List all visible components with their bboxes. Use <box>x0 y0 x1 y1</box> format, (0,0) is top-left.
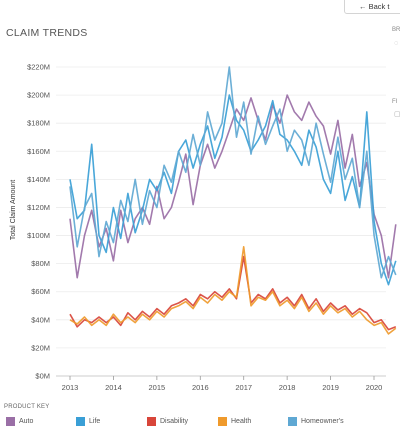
x-tick-label: 2013 <box>62 383 79 392</box>
y-tick-label: $60M <box>31 287 50 296</box>
y-axis-title: Total Claim Amount <box>10 180 17 240</box>
x-tick-label: 2018 <box>279 383 296 392</box>
series-line-health[interactable] <box>69 246 397 335</box>
legend-item-disability[interactable]: Disability <box>147 417 188 426</box>
legend-swatch <box>76 417 85 426</box>
x-tick-label: 2019 <box>322 383 339 392</box>
legend-swatch <box>147 417 156 426</box>
legend: Auto Life Disability Health Homeowner's <box>6 417 400 431</box>
x-tick-label: 2015 <box>149 383 166 392</box>
claim-trends-chart: $0M $20M $40M $60M $80M $100M $120M $140M $160M $… <box>10 63 397 392</box>
legend-label: Health <box>231 418 252 425</box>
legend-swatch <box>6 417 15 426</box>
chart-title: CLAIM TRENDS <box>6 27 88 39</box>
side-panel-label-1: BR <box>392 27 400 33</box>
y-tick-label: $40M <box>31 315 50 324</box>
series-lines <box>69 66 397 335</box>
y-axis-ticks: $0M $20M $40M $60M $80M $100M $120M $140M $160M $… <box>27 63 50 381</box>
series-line-auto[interactable] <box>69 94 397 279</box>
series-line-homeowner-s[interactable] <box>69 66 397 279</box>
legend-label: Auto <box>19 418 34 425</box>
y-tick-label: $180M <box>27 119 50 128</box>
y-tick-label: $20M <box>31 343 50 352</box>
side-panel-label-2: FI <box>392 99 398 105</box>
y-tick-label: $200M <box>27 91 50 100</box>
legend-item-health[interactable]: Health <box>218 417 251 426</box>
legend-label: Life <box>89 418 101 425</box>
y-tick-label: $100M <box>27 231 50 240</box>
legend-item-auto[interactable]: Auto <box>6 417 33 426</box>
y-tick-label: $160M <box>27 147 50 156</box>
x-axis-ticks: 2013 2014 2015 2016 2017 2018 2019 2020 <box>62 376 383 392</box>
series-line-disability[interactable] <box>69 255 397 331</box>
legend-item-life[interactable]: Life <box>76 417 100 426</box>
side-panel-checkbox-icon[interactable]: ▢ <box>394 111 400 118</box>
y-tick-label: $120M <box>27 203 50 212</box>
y-tick-label: $0M <box>35 372 50 381</box>
legend-label: Disability <box>160 418 189 425</box>
y-tick-label: $80M <box>31 259 50 268</box>
legend-label: Homeowner's <box>301 418 344 425</box>
y-tick-label: $220M <box>27 63 50 72</box>
legend-swatch <box>218 417 227 426</box>
x-tick-label: 2014 <box>105 383 122 392</box>
x-tick-label: 2016 <box>192 383 209 392</box>
back-button[interactable]: ← Back t <box>344 0 400 14</box>
legend-title: PRODUCT KEY <box>4 404 50 410</box>
legend-item-homeowner-s[interactable]: Homeowner's <box>288 417 344 426</box>
legend-swatch <box>288 417 297 426</box>
side-panel-radio-icon[interactable]: ◌ <box>394 40 399 47</box>
x-tick-label: 2020 <box>366 383 383 392</box>
y-tick-label: $140M <box>27 175 50 184</box>
x-tick-label: 2017 <box>235 383 252 392</box>
